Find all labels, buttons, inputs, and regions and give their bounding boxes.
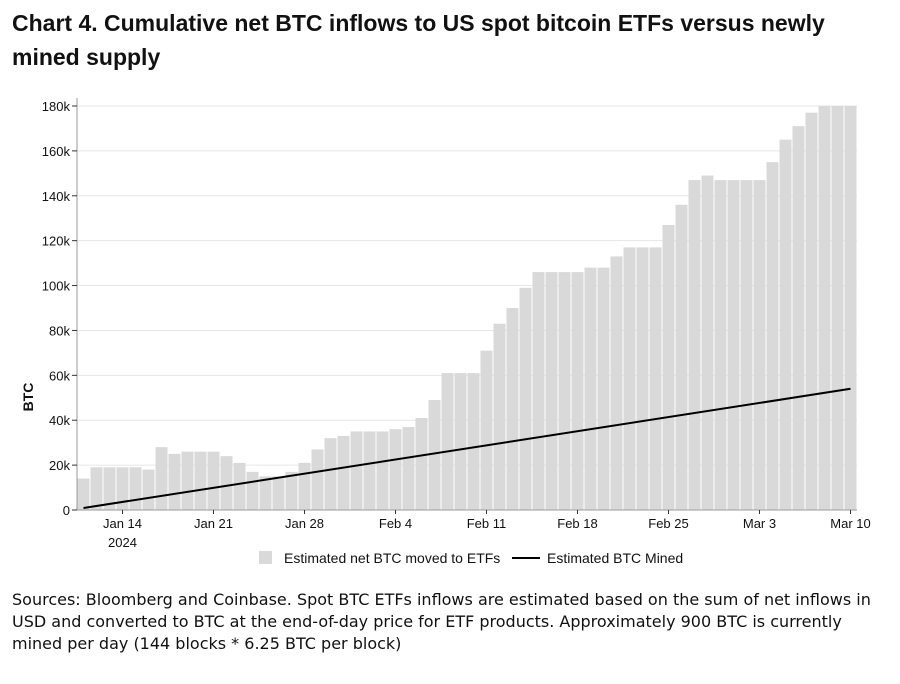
bar [662, 224, 675, 510]
y-tick-label: 0 [63, 503, 70, 518]
bar [233, 462, 246, 510]
x-axis-ticks: Jan 14 2024 Jan 21 Jan 28 Feb 4 Feb 11 Feb 18 F… [103, 510, 871, 550]
bar [571, 272, 584, 510]
bar [506, 308, 519, 510]
bar [428, 400, 441, 510]
mined-line [83, 387, 851, 509]
bar [363, 431, 376, 510]
bar [259, 476, 272, 510]
bar [779, 139, 792, 510]
legend: Estimated net BTC moved to ETFs Estimate… [259, 550, 683, 566]
bar [90, 467, 103, 510]
bar [649, 247, 662, 510]
bar [792, 126, 805, 510]
y-tick-label: 140k [42, 189, 71, 204]
bar [740, 180, 753, 511]
y-axis-ticks: 0 20k 40k 60k 80k 100k 120k 140k 160k 180k [42, 99, 77, 518]
x-tick-label: Jan 28 [285, 516, 324, 531]
bar [116, 467, 129, 510]
bar [753, 180, 766, 511]
bar [675, 204, 688, 510]
bar [480, 350, 493, 510]
mined-line-group [83, 387, 851, 509]
bar [246, 471, 259, 510]
x-tick-year-label: 2024 [108, 535, 137, 550]
bar [77, 478, 90, 510]
source-note: Sources: Bloomberg and Coinbase. Spot BT… [12, 590, 871, 653]
bar [324, 438, 337, 510]
bar [493, 323, 506, 510]
bar [285, 471, 298, 510]
y-tick-label: 40k [49, 413, 70, 428]
bar [558, 272, 571, 510]
bar [519, 287, 532, 510]
legend-label-etf: Estimated net BTC moved to ETFs [284, 550, 500, 566]
bar [623, 247, 636, 510]
bar [805, 112, 818, 510]
x-tick-label: Feb 11 [467, 516, 507, 531]
bar [142, 469, 155, 510]
y-axis-label: BTC [20, 383, 36, 412]
x-tick-label: Feb 25 [648, 516, 688, 531]
x-tick-label: Feb 4 [379, 516, 412, 531]
bar [545, 272, 558, 510]
bar [441, 373, 454, 510]
bar [194, 451, 207, 510]
bars-group [77, 106, 857, 511]
bar [129, 467, 142, 510]
bar [376, 431, 389, 510]
bar [155, 447, 168, 510]
bar [350, 431, 363, 510]
bar [831, 106, 844, 510]
chart-svg: 0 20k 40k 60k 80k 100k 120k 140k 160k 180k Jan 14… [20, 98, 871, 566]
bar [766, 162, 779, 510]
bar [389, 429, 402, 510]
y-tick-label: 60k [49, 368, 70, 383]
bar [337, 435, 350, 510]
bar [844, 106, 857, 510]
bar [207, 451, 220, 510]
x-tick-label: Jan 14 [103, 516, 142, 531]
bar [610, 256, 623, 510]
x-tick-label: Jan 21 [194, 516, 233, 531]
chart-title: Chart 4. Cumulative net BTC inflows to U… [12, 10, 825, 70]
bar [415, 417, 428, 510]
gridlines [77, 105, 857, 466]
bar [701, 175, 714, 511]
bar [220, 456, 233, 510]
bar [727, 180, 740, 511]
bar [402, 426, 415, 510]
y-tick-label: 20k [49, 458, 70, 473]
y-tick-label: 80k [49, 323, 70, 338]
y-tick-label: 160k [42, 144, 71, 159]
bar [467, 373, 480, 510]
bar [168, 453, 181, 510]
bar [532, 272, 545, 510]
chart-area: 0 20k 40k 60k 80k 100k 120k 140k 160k 180k Jan 14… [0, 92, 900, 576]
bar [597, 267, 610, 510]
bar [818, 106, 831, 510]
y-tick-label: 100k [42, 279, 71, 294]
bar [181, 451, 194, 510]
x-tick-label: Mar 3 [743, 516, 776, 531]
bar [272, 476, 285, 510]
bar [714, 180, 727, 511]
bar [688, 180, 701, 511]
bar [454, 373, 467, 510]
bar [103, 467, 116, 510]
x-tick-label: Feb 18 [557, 516, 597, 531]
y-tick-label: 120k [42, 234, 71, 249]
bar [584, 267, 597, 510]
axes [76, 98, 857, 511]
bar [298, 462, 311, 510]
bar [311, 449, 324, 510]
bar [636, 247, 649, 510]
legend-swatch-etf [259, 551, 272, 564]
x-tick-label: Mar 10 [830, 516, 870, 531]
y-tick-label: 180k [42, 99, 71, 114]
legend-label-mined: Estimated BTC Mined [547, 550, 683, 566]
